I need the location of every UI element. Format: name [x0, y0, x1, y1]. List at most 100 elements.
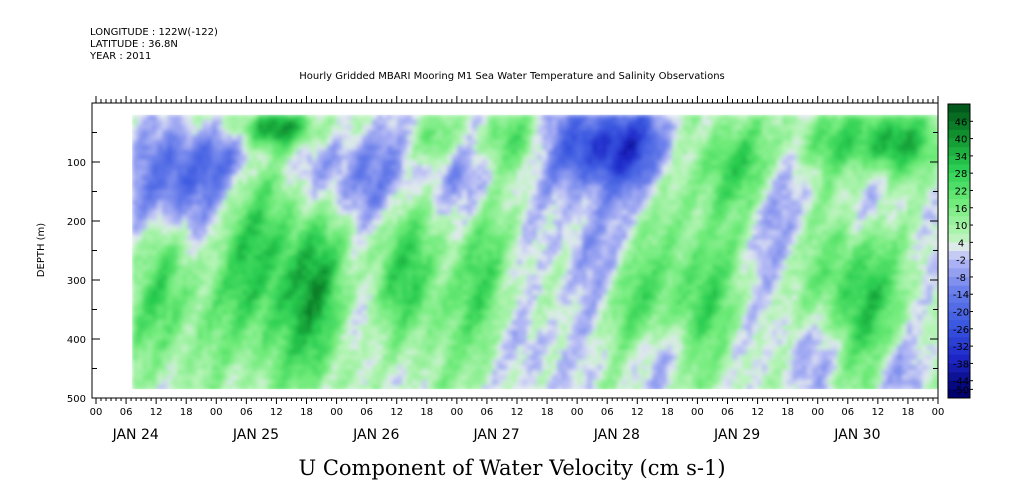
heatmap-cell [437, 264, 443, 271]
heatmap-cell [372, 284, 378, 291]
heatmap-cell [552, 159, 558, 166]
heatmap-cell [537, 314, 543, 321]
heatmap-cell [152, 234, 158, 241]
heatmap-cell [422, 174, 428, 181]
heatmap-cell [467, 239, 473, 246]
heatmap-cell [212, 309, 218, 316]
heatmap-cell [507, 254, 513, 261]
heatmap-cell [477, 274, 483, 281]
heatmap-cell [242, 194, 248, 201]
heatmap-cell [517, 334, 523, 341]
heatmap-cell [247, 149, 253, 156]
heatmap-cell [517, 194, 523, 201]
heatmap-cell [297, 259, 303, 266]
heatmap-cell [557, 164, 563, 171]
heatmap-cell [357, 289, 363, 296]
heatmap-cell [582, 179, 588, 186]
heatmap-cell [422, 264, 428, 271]
heatmap-cell [487, 264, 493, 271]
heatmap-cell [272, 174, 278, 181]
heatmap-cell [362, 359, 368, 366]
heatmap-cell [547, 329, 553, 336]
heatmap-cell [377, 289, 383, 296]
heatmap-cell [362, 139, 368, 146]
heatmap-cell [217, 154, 223, 161]
heatmap-cell [512, 279, 518, 286]
heatmap-cell [362, 149, 368, 156]
heatmap-cell [437, 224, 443, 231]
heatmap-cell [582, 244, 588, 251]
heatmap-cell [262, 224, 268, 231]
heatmap-cell [572, 279, 578, 286]
heatmap-cell [372, 149, 378, 156]
heatmap-cell [527, 139, 533, 146]
heatmap-cell [532, 119, 538, 126]
heatmap-cell [437, 299, 443, 306]
heatmap-cell [477, 224, 483, 231]
heatmap-cell [367, 194, 373, 201]
heatmap-cell [307, 214, 313, 221]
heatmap-cell [447, 349, 453, 356]
heatmap-cell [537, 354, 543, 361]
heatmap-cell [497, 164, 503, 171]
heatmap-cell [302, 384, 308, 390]
heatmap-cell [402, 199, 408, 206]
heatmap-cell [292, 279, 298, 286]
heatmap-cell [312, 289, 318, 296]
heatmap-cell [327, 384, 333, 390]
heatmap-cell [342, 239, 348, 246]
heatmap-cell [347, 124, 353, 131]
heatmap-cell [352, 369, 358, 376]
heatmap-cell [177, 284, 183, 291]
heatmap-cell [177, 119, 183, 126]
heatmap-cell [192, 319, 198, 326]
heatmap-cell [317, 369, 323, 376]
heatmap-cell [222, 284, 228, 291]
heatmap-cell [377, 144, 383, 151]
heatmap-cell [452, 154, 458, 161]
heatmap-cell [162, 334, 168, 341]
heatmap-cell [472, 264, 478, 271]
heatmap-cell [472, 184, 478, 191]
heatmap-cell [297, 134, 303, 141]
heatmap-cell [217, 239, 223, 246]
heatmap-cell [422, 329, 428, 336]
heatmap-cell [327, 329, 333, 336]
heatmap-cell [502, 379, 508, 386]
heatmap-cell [222, 149, 228, 156]
heatmap-cell [287, 379, 293, 386]
year-label: YEAR : 2011 [89, 51, 151, 62]
heatmap-cell [192, 169, 198, 176]
heatmap-cell [277, 234, 283, 241]
heatmap-cell [457, 229, 463, 236]
heatmap-cell [562, 334, 568, 341]
heatmap-cell [362, 309, 368, 316]
heatmap-cell [497, 304, 503, 311]
heatmap-cell [322, 339, 328, 346]
heatmap-cell [337, 279, 343, 286]
heatmap-cell [292, 184, 298, 191]
heatmap-cell [292, 324, 298, 331]
heatmap-cell [347, 379, 353, 386]
heatmap-cell [552, 234, 558, 241]
heatmap-cell [257, 219, 263, 226]
heatmap-cell [522, 139, 528, 146]
heatmap-cell [207, 299, 213, 306]
heatmap-cell [462, 324, 468, 331]
heatmap-cell [262, 154, 268, 161]
heatmap-cell [287, 324, 293, 331]
heatmap-cell [287, 164, 293, 171]
heatmap-cell [532, 249, 538, 256]
heatmap-cell [142, 214, 148, 221]
heatmap-cell [552, 274, 558, 281]
heatmap-cell [252, 229, 258, 236]
heatmap-cell [492, 289, 498, 296]
heatmap-cell [282, 114, 288, 121]
heatmap-cell [197, 309, 203, 316]
heatmap-cell [407, 314, 413, 321]
heatmap-cell [287, 269, 293, 276]
heatmap-cell [557, 289, 563, 296]
heatmap-cell [542, 214, 548, 221]
heatmap-cell [532, 114, 538, 121]
heatmap-cell [487, 179, 493, 186]
